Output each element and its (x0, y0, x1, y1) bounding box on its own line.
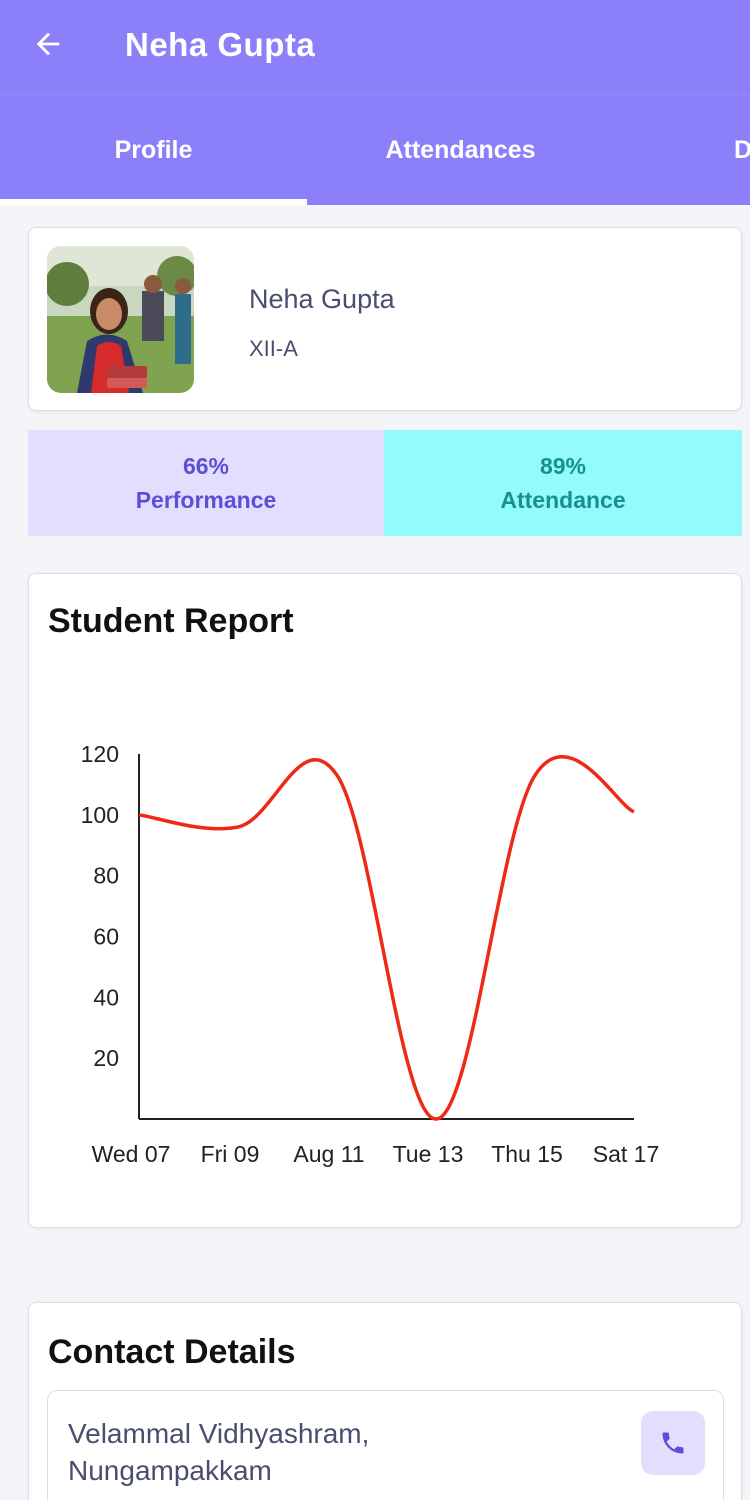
performance-label: Performance (135, 487, 277, 513)
attendance-value: 89% (539, 453, 587, 479)
student-name: Neha Gupta (249, 284, 395, 314)
y-tick-label: 20 (93, 1045, 119, 1071)
tab-partial[interactable]: D (614, 95, 750, 205)
x-tick-label: Wed 07 (92, 1141, 171, 1167)
x-tick-label: Thu 15 (491, 1141, 563, 1167)
address-box: Velammal Vidhyashram, Nungampakkam (47, 1390, 724, 1500)
report-title: Student Report (48, 602, 294, 640)
active-tab-indicator (0, 199, 307, 205)
x-tick-label: Aug 11 (293, 1141, 364, 1167)
y-tick-label: 120 (81, 741, 119, 767)
x-tick-label: Sat 17 (593, 1141, 660, 1167)
series-line (138, 755, 635, 1121)
attendance-label: Attendance (500, 487, 626, 513)
tab-attendances[interactable]: Attendances (385, 136, 536, 164)
performance-value: 66% (182, 453, 230, 479)
contact-title: Contact Details (48, 1333, 296, 1371)
address-text: Velammal Vidhyashram, Nungampakkam (68, 1415, 588, 1489)
avatar (47, 246, 194, 393)
app-bar: Neha Gupta (0, 0, 750, 94)
y-tick-label: 80 (93, 863, 119, 889)
address-line-1: Velammal Vidhyashram, (68, 1418, 370, 1449)
back-button[interactable] (26, 22, 70, 66)
y-tick-label: 60 (93, 924, 119, 950)
tab-bar: Profile Attendances D (0, 94, 750, 205)
y-tick-label: 100 (81, 802, 119, 828)
call-button[interactable] (641, 1411, 705, 1475)
student-report-chart: 20 40 60 80 100 120 Wed 07 Fri 09 Aug 11 Tue 13 Th… (81, 741, 660, 1167)
attendance-stat[interactable]: 89% Attendance (384, 430, 742, 536)
address-line-2: Nungampakkam (68, 1455, 272, 1486)
x-tick-label: Fri 09 (201, 1141, 260, 1167)
phone-icon (662, 1432, 684, 1454)
student-report-card: Student Report 20 40 60 80 100 120 Wed 07 Fri 0… (28, 573, 742, 1228)
student-class: XII-A (249, 336, 298, 361)
x-tick-label: Tue 13 (393, 1141, 464, 1167)
contact-details-card: Contact Details Velammal Vidhyashram, Nu… (28, 1302, 742, 1500)
y-tick-label: 40 (93, 984, 119, 1010)
profile-card: Neha Gupta XII-A (28, 227, 742, 411)
performance-stat[interactable]: 66% Performance (28, 430, 384, 536)
tab-profile[interactable]: Profile (114, 136, 193, 164)
page-title: Neha Gupta (125, 26, 316, 63)
arrow-left-icon (36, 32, 60, 56)
